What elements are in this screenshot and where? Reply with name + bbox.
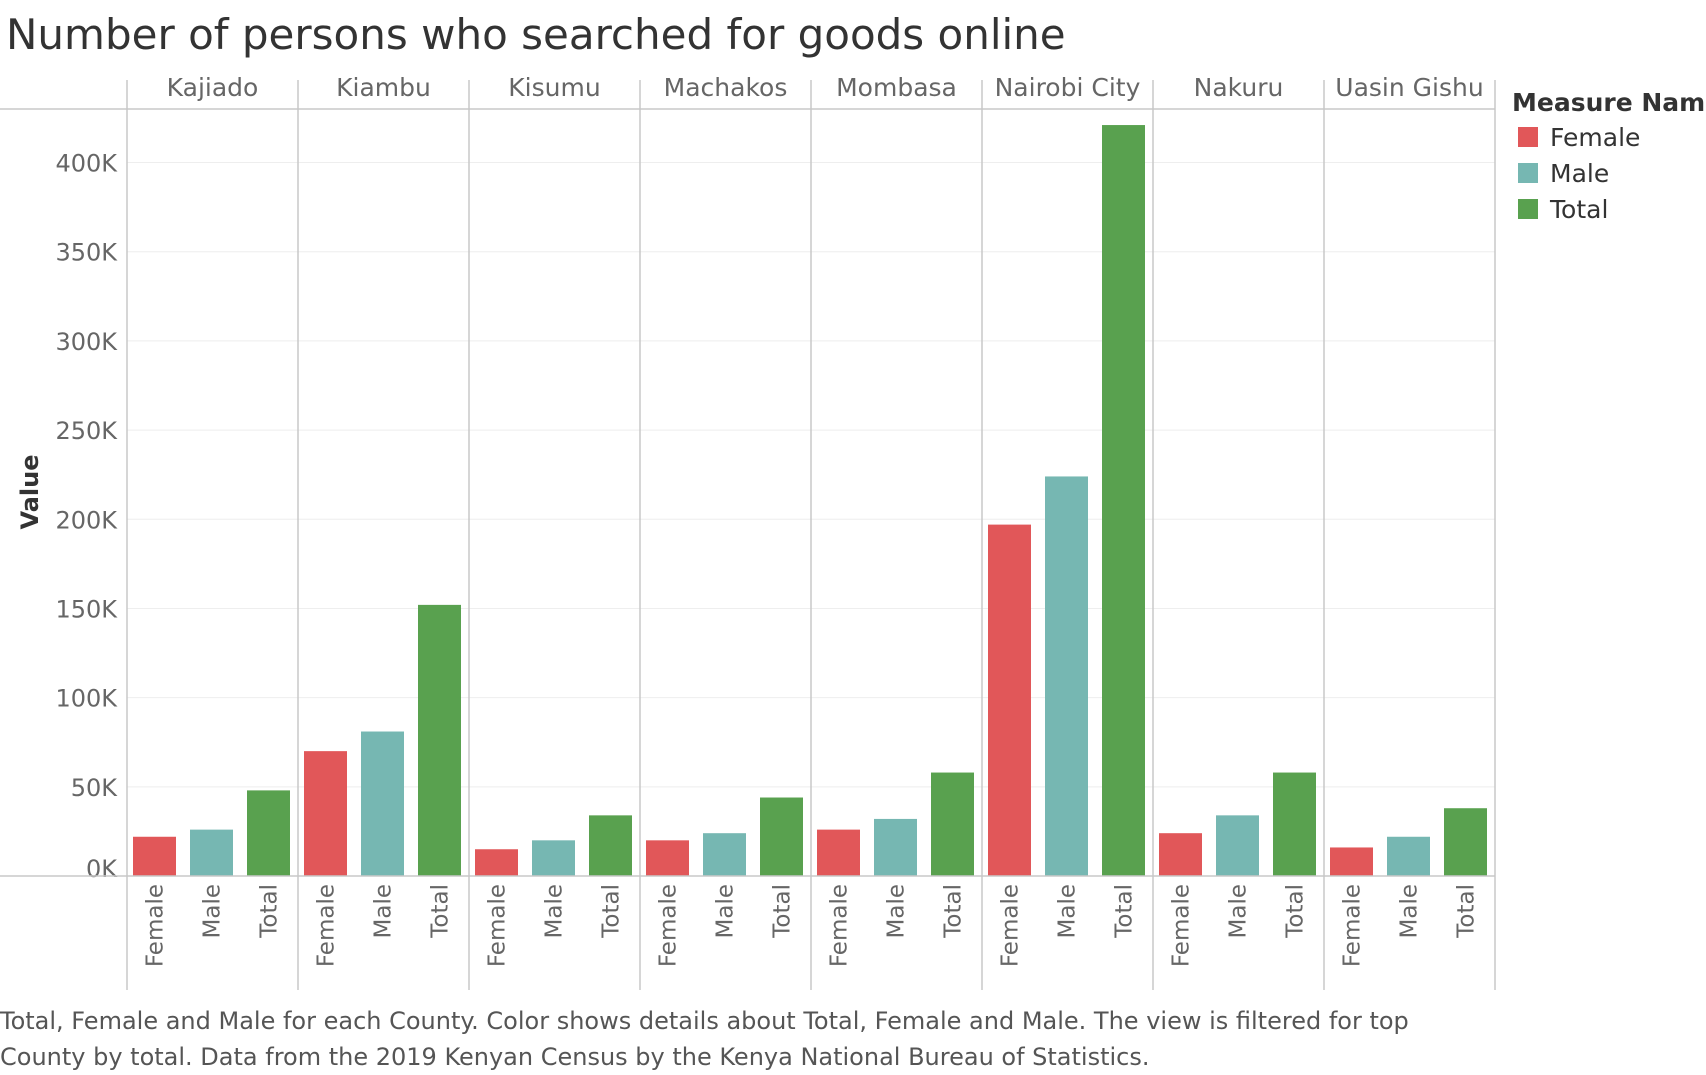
x-tick-label: Male	[1226, 884, 1252, 938]
bar-female	[988, 524, 1031, 876]
x-tick-label: Total	[1283, 884, 1309, 939]
county-header: Kajiado	[167, 73, 259, 102]
legend-label: Male	[1550, 158, 1610, 188]
bar-male	[1045, 476, 1088, 876]
bar-total	[1273, 772, 1316, 876]
bar-female	[304, 751, 347, 876]
county-header: Uasin Gishu	[1335, 73, 1483, 102]
y-tick-label: 150K	[55, 595, 118, 623]
x-tick-label: Total	[770, 884, 796, 939]
x-tick-label: Female	[1169, 884, 1195, 967]
bar-male	[1216, 815, 1259, 876]
county-header: Mombasa	[836, 73, 957, 102]
y-tick-label: 350K	[55, 239, 118, 267]
bar-female	[475, 849, 518, 876]
y-tick-label: 200K	[55, 506, 118, 534]
bar-male	[361, 731, 404, 876]
bar-male	[532, 840, 575, 876]
x-tick-label: Female	[314, 884, 340, 967]
county-header: Kisumu	[508, 73, 600, 102]
x-tick-label: Male	[200, 884, 226, 938]
county-header: Nairobi City	[995, 73, 1141, 102]
x-tick-label: Total	[428, 884, 454, 939]
legend-swatch	[1518, 127, 1538, 147]
x-tick-label: Total	[1112, 884, 1138, 939]
bar-total	[1102, 125, 1145, 877]
bar-male	[703, 833, 746, 876]
bar-total	[760, 797, 803, 876]
legend: Measure Names Female Male Total	[1512, 88, 1706, 227]
legend-label: Total	[1550, 194, 1609, 224]
x-tick-label: Female	[656, 884, 682, 967]
x-tick-label: Male	[884, 884, 910, 938]
bar-female	[1330, 847, 1373, 876]
x-tick-label: Total	[257, 884, 283, 939]
bar-total	[247, 790, 290, 876]
x-tick-label: Female	[827, 884, 853, 967]
y-tick-label: 50K	[71, 774, 119, 802]
x-tick-label: Total	[599, 884, 625, 939]
bar-female	[133, 836, 176, 876]
x-tick-label: Female	[143, 884, 169, 967]
x-tick-label: Male	[542, 884, 568, 938]
x-tick-label: Female	[1340, 884, 1366, 967]
y-tick-label: 400K	[55, 150, 118, 178]
bar-male	[874, 818, 917, 876]
bar-total	[589, 815, 632, 876]
x-tick-label: Male	[713, 884, 739, 938]
chart-title: Number of persons who searched for goods…	[6, 10, 1066, 59]
county-header: Machakos	[664, 73, 788, 102]
bar-total	[931, 772, 974, 876]
x-tick-label: Female	[998, 884, 1024, 967]
bar-female	[1159, 833, 1202, 876]
legend-item-total[interactable]: Total	[1512, 191, 1706, 227]
bar-total	[1444, 808, 1487, 876]
x-tick-label: Female	[485, 884, 511, 967]
y-tick-label: 0K	[86, 855, 118, 883]
y-tick-label: 300K	[55, 328, 118, 356]
x-tick-label: Male	[371, 884, 397, 938]
x-tick-label: Male	[1055, 884, 1081, 938]
x-tick-label: Total	[941, 884, 967, 939]
bar-female	[646, 840, 689, 876]
legend-swatch	[1518, 163, 1538, 183]
y-axis-label: Value	[16, 454, 44, 529]
legend-item-male[interactable]: Male	[1512, 155, 1706, 191]
bar-male	[190, 829, 233, 876]
x-tick-label: Male	[1397, 884, 1423, 938]
legend-item-female[interactable]: Female	[1512, 119, 1706, 155]
legend-label: Female	[1550, 122, 1641, 152]
bar-female	[817, 829, 860, 876]
legend-title: Measure Names	[1512, 88, 1706, 117]
chart-plot: 0K 50K 100K 150K 200K 250K 300K 350K 400K Value Ka…	[0, 73, 1496, 990]
bar-male	[1387, 836, 1430, 876]
bar-total	[418, 604, 461, 876]
y-tick-label: 250K	[55, 417, 118, 445]
county-header: Nakuru	[1194, 73, 1284, 102]
legend-swatch	[1518, 199, 1538, 219]
county-header: Kiambu	[336, 73, 431, 102]
chart-caption: Total, Female and Male for each County. …	[0, 1007, 1409, 1071]
x-tick-label: Total	[1454, 884, 1480, 939]
y-tick-label: 100K	[55, 685, 118, 713]
